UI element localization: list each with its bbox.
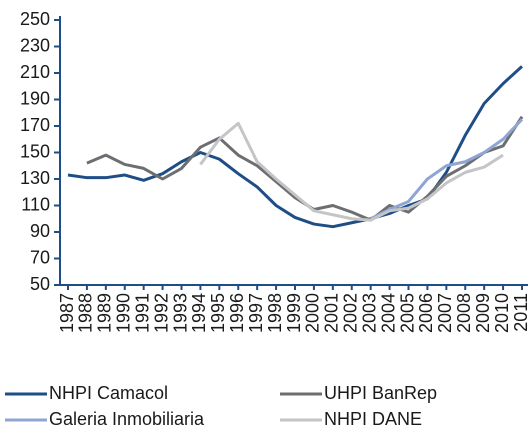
x-tick-label: 2006 bbox=[416, 293, 436, 333]
legend-label: NHPI DANE bbox=[324, 409, 422, 429]
x-tick-label: 2000 bbox=[303, 293, 323, 333]
x-tick-label: 1987 bbox=[57, 293, 77, 333]
x-tick-label: 1999 bbox=[284, 293, 304, 333]
x-tick-label: 1993 bbox=[170, 293, 190, 333]
y-tick-label: 250 bbox=[20, 9, 50, 29]
y-tick-label: 130 bbox=[20, 168, 50, 188]
x-tick-label: 2010 bbox=[492, 293, 512, 333]
x-tick-label: 1998 bbox=[265, 293, 285, 333]
x-tick-label: 1989 bbox=[95, 293, 115, 333]
series-line bbox=[199, 121, 504, 222]
y-tick-label: 190 bbox=[20, 88, 50, 108]
y-tick-label: 150 bbox=[20, 141, 50, 161]
y-tick-label: 210 bbox=[20, 62, 50, 82]
x-tick-label: 1990 bbox=[114, 293, 134, 333]
x-tick-label: 2007 bbox=[435, 293, 455, 333]
x-tick-label: 1996 bbox=[227, 293, 247, 333]
x-tick-label: 1991 bbox=[132, 293, 152, 333]
x-tick-label: 1994 bbox=[189, 293, 209, 333]
x-tick-label: 1988 bbox=[76, 293, 96, 333]
x-tick-label: 1992 bbox=[151, 293, 171, 333]
x-tick-label: 2002 bbox=[341, 293, 361, 333]
legend-label: NHPI Camacol bbox=[49, 383, 168, 403]
y-tick-label: 170 bbox=[20, 115, 50, 135]
x-tick-label: 2004 bbox=[378, 293, 398, 333]
y-tick-label: 230 bbox=[20, 35, 50, 55]
x-tick-label: 2011 bbox=[511, 293, 531, 332]
legend-label: UHPI BanRep bbox=[324, 383, 437, 403]
x-tick-label: 2003 bbox=[359, 293, 379, 333]
series-line bbox=[370, 118, 524, 221]
y-tick-label: 50 bbox=[30, 274, 50, 294]
y-tick-label: 70 bbox=[30, 247, 50, 267]
x-tick-label: 2008 bbox=[454, 293, 474, 333]
x-tick-label: 2005 bbox=[397, 293, 417, 333]
y-tick-label: 110 bbox=[21, 194, 50, 214]
legend-label: Galeria Inmobiliaria bbox=[49, 409, 205, 429]
x-tick-label: 1995 bbox=[208, 293, 228, 333]
series-line bbox=[67, 65, 524, 229]
y-tick-label: 90 bbox=[30, 221, 50, 241]
x-tick-label: 1997 bbox=[246, 293, 266, 333]
x-tick-label: 2009 bbox=[473, 293, 493, 333]
x-tick-label: 2001 bbox=[322, 293, 342, 333]
